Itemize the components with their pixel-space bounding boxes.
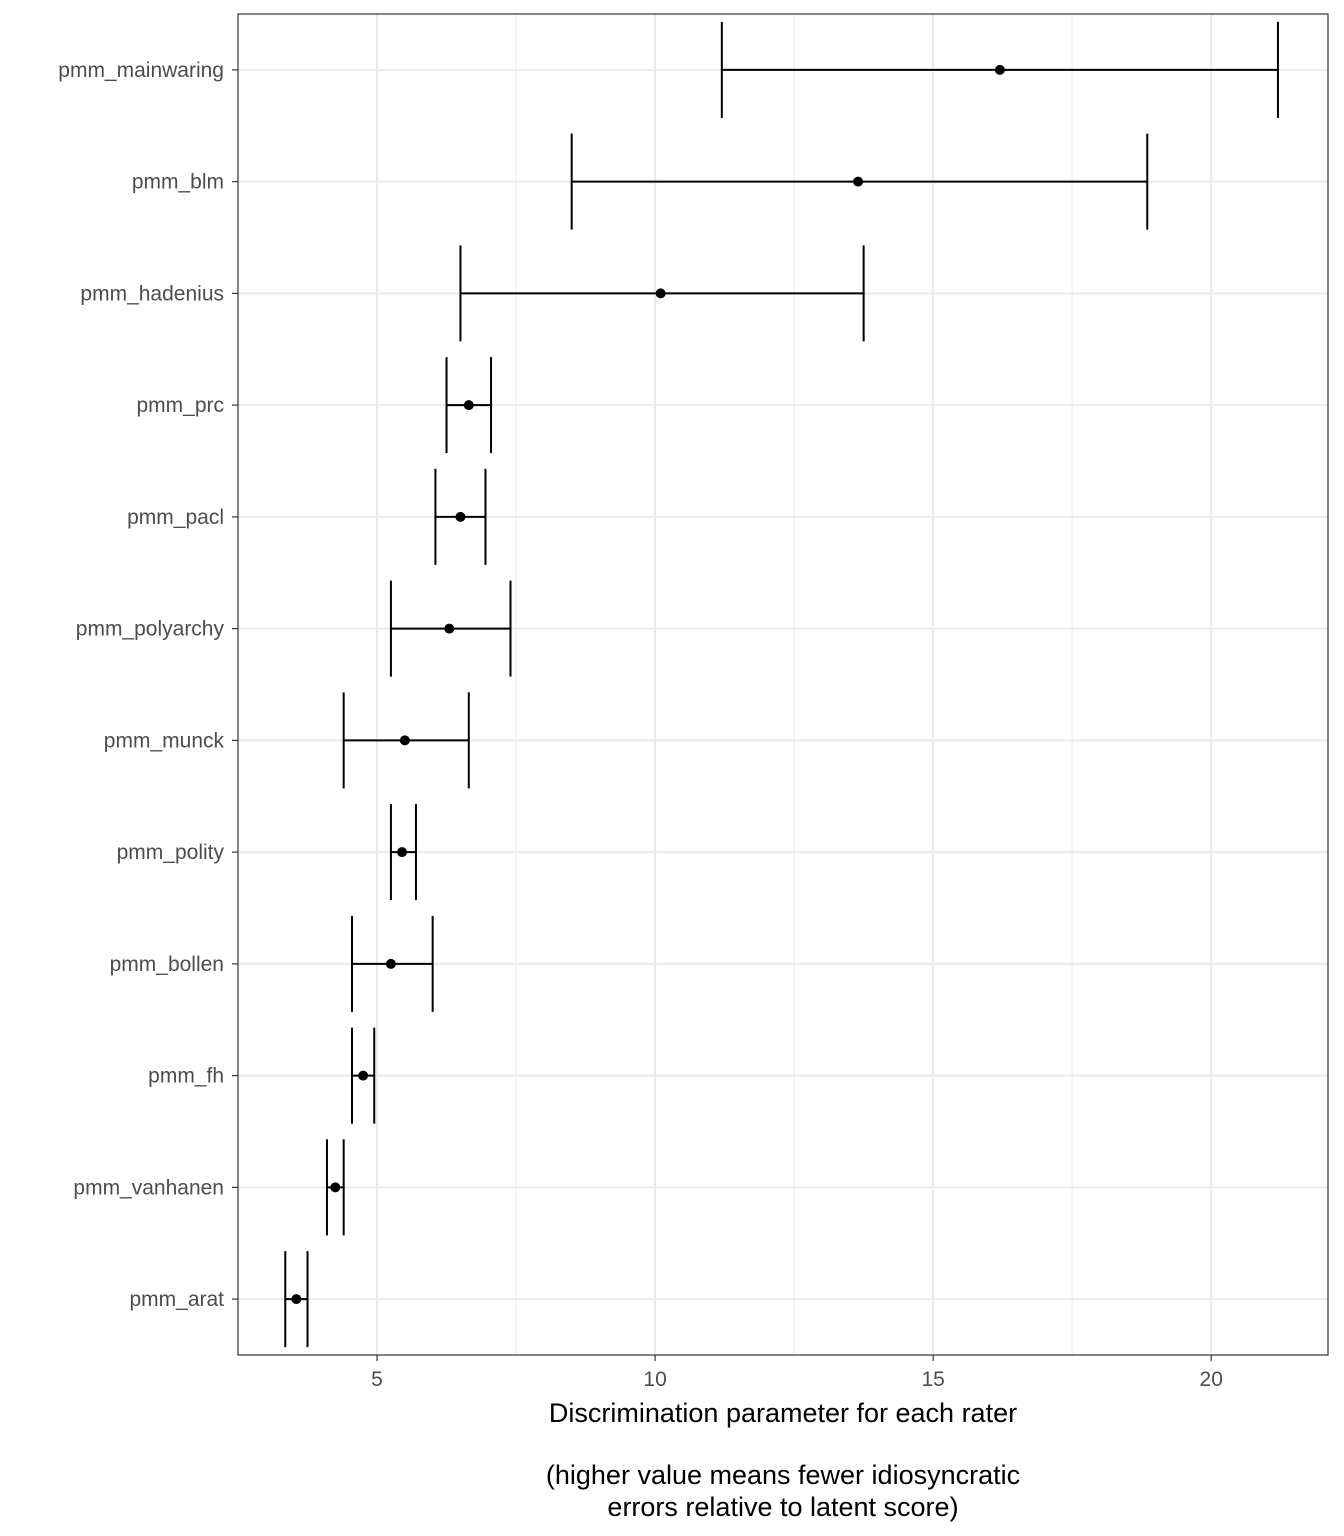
errorbar-pmm_hadenius (459, 245, 865, 342)
grid-lines (237, 14, 1328, 1355)
estimate-point (463, 400, 474, 411)
x-axis-title-line-4: errors relative to latent score) (607, 1492, 958, 1522)
x-tick-label: 15 (921, 1368, 944, 1391)
y-tick-label: pmm_vanhanen (73, 1176, 224, 1199)
errorbar-pmm_prc (445, 357, 493, 454)
y-axis: pmm_mainwaring pmm_blm pmm_hadenius pmm_prc… (58, 59, 238, 1311)
errorbar-pmm_polity (389, 804, 417, 901)
estimate-point (853, 176, 864, 187)
estimate-point (444, 623, 455, 634)
error-bars (284, 21, 1279, 1348)
estimate-point (291, 1294, 302, 1305)
errorbar-pmm_pacl (434, 468, 487, 565)
y-tick-label: pmm_arat (129, 1288, 224, 1311)
y-tick-label: pmm_mainwaring (58, 59, 224, 82)
errorbar-pmm_bollen (351, 915, 434, 1012)
x-axis: 5 10 15 20 (371, 1355, 1223, 1391)
y-tick-label: pmm_bollen (110, 953, 224, 976)
y-tick-label: pmm_fh (148, 1065, 224, 1088)
x-tick-label: 20 (1200, 1368, 1223, 1391)
errorbar-pmm_munck (342, 692, 470, 789)
y-tick-label: pmm_pacl (127, 506, 224, 529)
estimate-point (385, 958, 396, 969)
errorbar-pmm_fh (351, 1027, 376, 1124)
y-tick-label: pmm_blm (132, 171, 224, 194)
y-tick-label: pmm_prc (136, 394, 224, 417)
estimate-point (994, 64, 1005, 75)
estimate-point (455, 511, 466, 522)
plot-panel-background (238, 14, 1328, 1355)
y-tick-label: pmm_munck (104, 729, 225, 752)
errorbar-pmm_blm (570, 133, 1149, 230)
x-axis-title-line-3: (higher value means fewer idiosyncratic (546, 1460, 1020, 1490)
x-tick-label: 5 (371, 1368, 383, 1391)
y-tick-label: pmm_hadenius (80, 282, 224, 305)
estimate-point (358, 1070, 369, 1081)
estimate-point (655, 288, 666, 299)
x-tick-label: 10 (643, 1368, 666, 1391)
y-tick-label: pmm_polity (117, 841, 225, 864)
errorbar-pmm_polyarchy (389, 580, 512, 677)
errorbar-pmm_mainwaring (720, 21, 1279, 118)
x-axis-title-line-1: Discrimination parameter for each rater (549, 1398, 1017, 1428)
y-tick-label: pmm_polyarchy (76, 618, 225, 641)
estimate-point (397, 847, 408, 858)
errorbar-pmm_arat (284, 1251, 309, 1348)
errorbar-pmm_vanhanen (325, 1139, 345, 1236)
estimate-point (330, 1182, 341, 1193)
estimate-point (399, 735, 410, 746)
plot-panel-border (237, 13, 1329, 1356)
